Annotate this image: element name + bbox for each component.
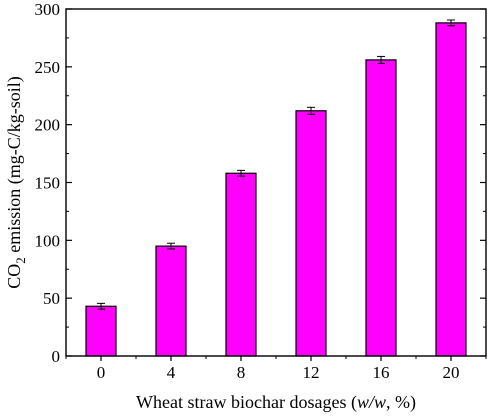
x-axis-title-italic: w/w — [357, 392, 386, 412]
bar-8 — [225, 172, 257, 357]
bar-16 — [365, 59, 397, 357]
y-axis-title-subscript: 2 — [13, 257, 28, 264]
x-axis-title: Wheat straw biochar dosages (w/w, %) — [136, 392, 416, 413]
bars-group — [85, 22, 467, 357]
bar-0 — [85, 305, 117, 357]
y-tick-label-50: 50 — [43, 289, 60, 308]
x-tick-label-12: 12 — [303, 363, 320, 382]
y-tick-label-250: 250 — [35, 58, 61, 77]
bar-4 — [155, 245, 187, 357]
y-tick-label-150: 150 — [35, 174, 61, 193]
y-axis: 0 50 100 150 200 250 300 — [35, 0, 486, 366]
y-tick-label-200: 200 — [35, 116, 61, 135]
x-tick-label-16: 16 — [373, 363, 390, 382]
y-axis-title: CO2 emission (mg-C/kg-soil) — [4, 76, 28, 289]
x-axis-title-suffix: , %) — [386, 392, 416, 413]
x-tick-label-8: 8 — [237, 363, 246, 382]
y-axis-title-prefix: CO — [4, 264, 24, 289]
bar-20 — [435, 22, 467, 357]
y-tick-label-300: 300 — [35, 0, 61, 19]
error-bars-group — [97, 19, 455, 310]
y-tick-label-100: 100 — [35, 231, 61, 250]
x-axis-title-prefix: Wheat straw biochar dosages ( — [136, 392, 357, 413]
x-tick-label-4: 4 — [167, 363, 176, 382]
x-axis: 0 4 8 12 16 20 — [65, 356, 487, 382]
y-axis-title-suffix: emission (mg-C/kg-soil) — [4, 76, 25, 257]
y-tick-label-0: 0 — [52, 347, 61, 366]
x-tick-label-0: 0 — [97, 363, 106, 382]
plot-frame — [65, 8, 487, 357]
bar-12 — [295, 110, 327, 357]
x-tick-label-20: 20 — [443, 363, 460, 382]
